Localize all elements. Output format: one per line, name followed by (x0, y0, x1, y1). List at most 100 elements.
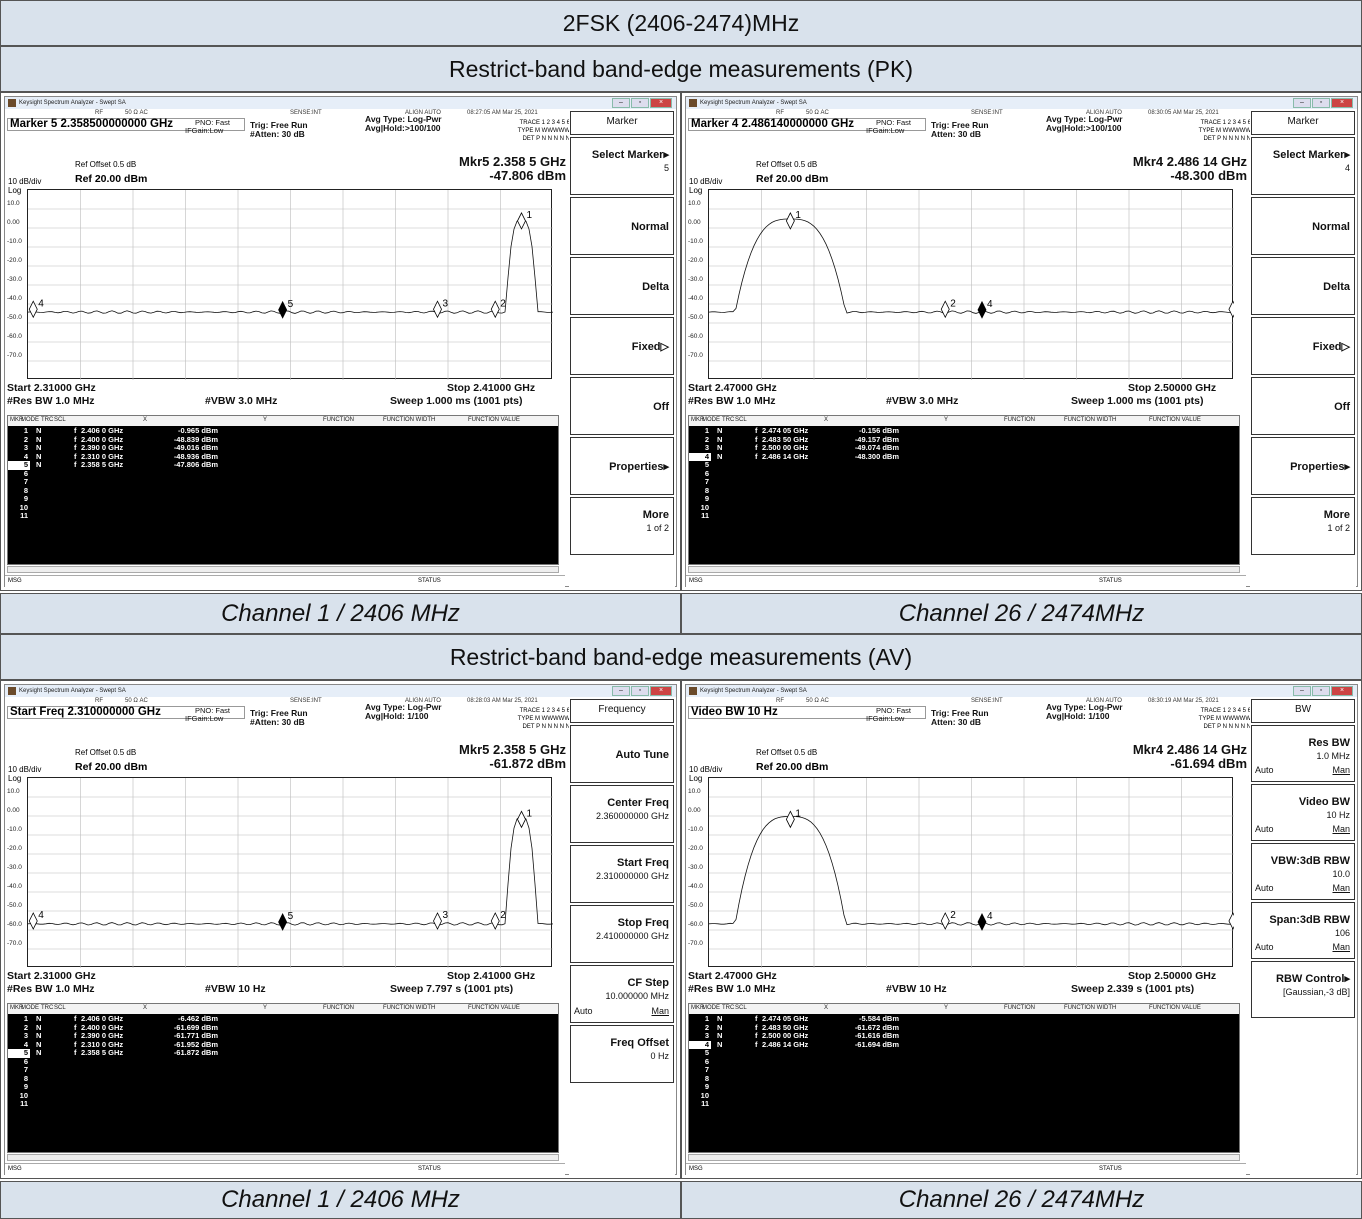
table-row[interactable]: 6 (8, 469, 558, 479)
softkey-auto-option[interactable]: Auto (574, 1006, 593, 1016)
maximize-icon[interactable]: ▫ (631, 98, 649, 108)
softkey-cf-step[interactable]: CF Step 10.000000 MHz Auto Man (570, 965, 674, 1023)
close-icon[interactable]: × (650, 98, 672, 108)
softkey-properties[interactable]: Properties▸ (570, 437, 674, 495)
table-row[interactable]: 11 (8, 1099, 558, 1109)
minimize-icon[interactable]: – (612, 686, 630, 696)
type-row: TYPE M WWWWW (475, 127, 570, 135)
softkey-video-bw[interactable]: Video BW 10 Hz Auto Man (1251, 784, 1355, 841)
table-row[interactable]: 11 (689, 511, 1239, 521)
softkey-select-marker[interactable]: Select Marker▸ 4 (1251, 137, 1355, 195)
softkey-man-option[interactable]: Man (1332, 942, 1350, 952)
horizontal-scrollbar[interactable] (688, 1154, 1240, 1161)
softkey-off[interactable]: Off (1251, 377, 1355, 435)
table-row[interactable]: 11 (8, 511, 558, 521)
softkey-properties[interactable]: Properties▸ (1251, 437, 1355, 495)
softkey-freq-offset[interactable]: Freq Offset 0 Hz (570, 1025, 674, 1083)
table-row[interactable]: 8 (8, 1074, 558, 1084)
table-row[interactable]: 10 (689, 503, 1239, 513)
table-row[interactable]: 10 (8, 1091, 558, 1101)
table-row[interactable]: 11 (689, 1099, 1239, 1109)
softkey-start-freq[interactable]: Start Freq 2.310000000 GHz (570, 845, 674, 903)
minimize-icon[interactable]: – (1293, 98, 1311, 108)
table-row[interactable]: 5 (689, 460, 1239, 470)
table-row[interactable]: 6 (8, 1057, 558, 1067)
horizontal-scrollbar[interactable] (688, 566, 1240, 573)
horizontal-scrollbar[interactable] (7, 566, 559, 573)
softkey-fixed[interactable]: Fixed▷ (570, 317, 674, 375)
close-icon[interactable]: × (1331, 98, 1353, 108)
table-row[interactable]: 7 (8, 1065, 558, 1075)
softkey-select-marker[interactable]: Select Marker▸ 5 (570, 137, 674, 195)
horizontal-scrollbar[interactable] (7, 1154, 559, 1161)
table-row[interactable]: 9 (689, 1082, 1239, 1092)
softkey-normal[interactable]: Normal (1251, 197, 1355, 255)
softkey-vbw-3db-rbw[interactable]: VBW:3dB RBW 10.0 Auto Man (1251, 843, 1355, 900)
softkey-fixed[interactable]: Fixed▷ (1251, 317, 1355, 375)
table-row[interactable]: 5 (689, 1048, 1239, 1058)
softkey-auto-option[interactable]: Auto (1255, 824, 1274, 834)
table-row[interactable]: 8 (689, 486, 1239, 496)
softkey-more[interactable]: More 1 of 2 (570, 497, 674, 555)
close-icon[interactable]: × (650, 686, 672, 696)
table-row[interactable]: 6 (689, 1057, 1239, 1067)
softkey-res-bw[interactable]: Res BW 1.0 MHz Auto Man (1251, 725, 1355, 782)
table-row[interactable]: 7 (8, 477, 558, 487)
softkey-auto-option[interactable]: Auto (1255, 765, 1274, 775)
softkey-normal[interactable]: Normal (570, 197, 674, 255)
table-row[interactable]: 9 (689, 494, 1239, 504)
softkey-more[interactable]: More 1 of 2 (1251, 497, 1355, 555)
close-icon[interactable]: × (1331, 686, 1353, 696)
table-row[interactable]: 6 (689, 469, 1239, 479)
softkey-stop-freq[interactable]: Stop Freq 2.410000000 GHz (570, 905, 674, 963)
active-function-line[interactable]: Video BW 10 Hz (688, 706, 926, 719)
table-row[interactable]: 9 (8, 494, 558, 504)
softkey-delta[interactable]: Delta (570, 257, 674, 315)
softkey-span-3db-rbw[interactable]: Span:3dB RBW 106 Auto Man (1251, 902, 1355, 959)
table-row[interactable]: 10 (8, 503, 558, 513)
softkey-rbw-control[interactable]: RBW Control▸ [Gaussian,-3 dB] (1251, 961, 1355, 1018)
table-row[interactable]: 8 (8, 486, 558, 496)
active-function-line[interactable]: Marker 4 2.486140000000 GHz (688, 118, 926, 131)
softkey-auto-option[interactable]: Auto (1255, 942, 1274, 952)
maximize-icon[interactable]: ▫ (1312, 98, 1330, 108)
table-row[interactable]: 9 (8, 1082, 558, 1092)
softkey-man-option[interactable]: Man (1332, 883, 1350, 893)
table-row[interactable]: 8 (689, 1074, 1239, 1084)
softkey-delta[interactable]: Delta (1251, 257, 1355, 315)
softkey-center-freq[interactable]: Center Freq 2.360000000 GHz (570, 785, 674, 843)
softkey-man-option[interactable]: Man (1332, 765, 1350, 775)
active-function-line[interactable]: Start Freq 2.310000000 GHz (7, 706, 245, 719)
softkey-off[interactable]: Off (570, 377, 674, 435)
minimize-icon[interactable]: – (1293, 686, 1311, 696)
active-function-line[interactable]: Marker 5 2.358500000000 GHz (7, 118, 245, 131)
softkey-man-option[interactable]: Man (1332, 824, 1350, 834)
softkey-auto-tune[interactable]: Auto Tune (570, 725, 674, 783)
maximize-icon[interactable]: ▫ (1312, 686, 1330, 696)
table-row[interactable]: 10 (689, 1091, 1239, 1101)
softkey-auto-option[interactable]: Auto (1255, 883, 1274, 893)
maximize-icon[interactable]: ▫ (631, 686, 649, 696)
table-row[interactable]: 7 (689, 477, 1239, 487)
minimize-icon[interactable]: – (612, 98, 630, 108)
softkey-man-option[interactable]: Man (651, 1006, 669, 1016)
table-row[interactable]: 7 (689, 1065, 1239, 1075)
